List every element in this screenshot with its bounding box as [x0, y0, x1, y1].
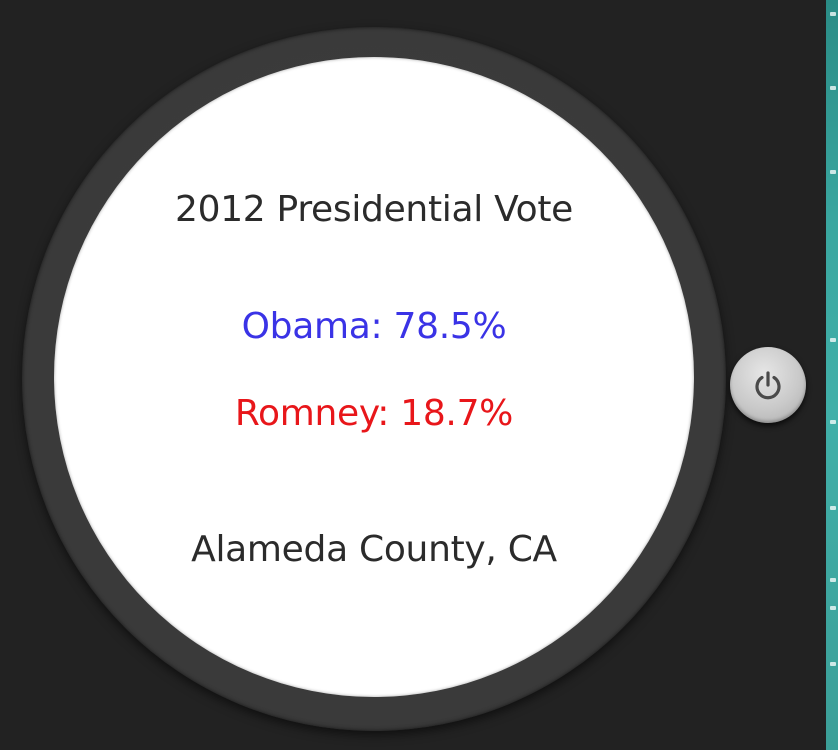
edge-mark: [830, 662, 836, 666]
location-label: Alameda County, CA: [191, 529, 557, 570]
romney-result: Romney: 18.7%: [234, 393, 514, 434]
edge-mark: [830, 606, 836, 610]
power-button[interactable]: [730, 347, 806, 423]
edge-mark: [830, 578, 836, 582]
background-window-edge: [826, 0, 838, 750]
edge-mark: [830, 86, 836, 90]
watch-screen[interactable]: [54, 57, 694, 697]
obama-result: Obama: 78.5%: [241, 306, 507, 347]
edge-mark: [830, 506, 836, 510]
edge-mark: [830, 12, 836, 16]
edge-mark: [830, 170, 836, 174]
edge-mark: [830, 338, 836, 342]
power-icon: [751, 368, 785, 402]
watch-title: 2012 Presidential Vote: [174, 189, 573, 230]
edge-mark: [830, 420, 836, 424]
